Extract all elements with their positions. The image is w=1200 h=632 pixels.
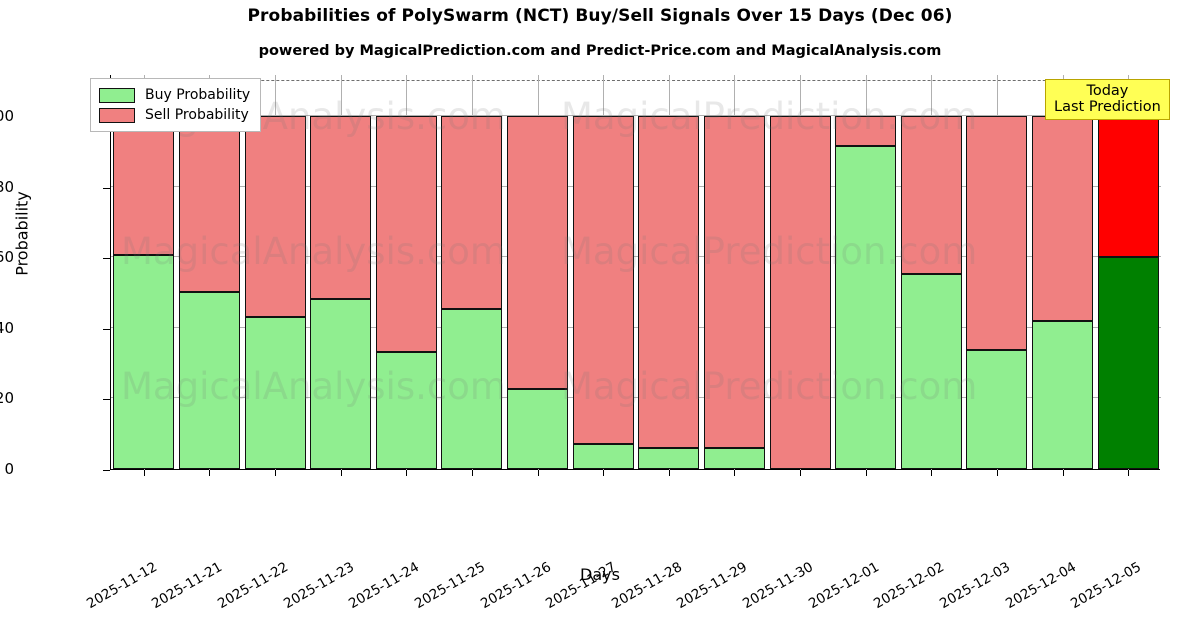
x-tick-mark xyxy=(669,470,670,476)
legend-swatch-sell xyxy=(99,107,135,123)
bar-group[interactable] xyxy=(835,74,897,469)
bar-segment-sell[interactable] xyxy=(1032,116,1094,321)
chart-subtitle: powered by MagicalPrediction.com and Pre… xyxy=(258,43,942,59)
bar-group[interactable] xyxy=(375,74,437,469)
today-annotation-line2: Last Prediction xyxy=(1054,99,1161,116)
bar-segment-sell[interactable] xyxy=(1097,116,1159,257)
x-tick-mark xyxy=(800,470,801,476)
y-tick-label: 80 xyxy=(0,177,14,196)
y-tick-mark xyxy=(103,258,110,260)
x-tick-mark xyxy=(1063,470,1064,476)
bar-segment-buy[interactable] xyxy=(1097,256,1159,469)
bar-segment-sell[interactable] xyxy=(703,116,765,448)
y-axis-label: Probability xyxy=(12,191,32,276)
x-tick-mark xyxy=(538,470,539,476)
bar-segment-sell[interactable] xyxy=(638,116,700,448)
gridline-horizontal xyxy=(111,397,1161,399)
y-tick-label: 0 xyxy=(4,460,14,478)
bar-group-today[interactable] xyxy=(1097,74,1159,469)
bar-segment-buy[interactable] xyxy=(244,317,306,469)
legend-label-buy: Buy Probability xyxy=(145,87,251,103)
bar-group[interactable] xyxy=(966,74,1028,469)
x-tick-mark xyxy=(144,470,145,476)
y-tick-mark xyxy=(103,470,110,471)
bar-segment-sell[interactable] xyxy=(966,116,1028,351)
bar-group[interactable] xyxy=(441,74,503,469)
bar-group[interactable] xyxy=(769,74,831,469)
y-tick-label: 60 xyxy=(0,248,14,267)
bar-segment-sell[interactable] xyxy=(178,116,240,292)
bar-segment-buy[interactable] xyxy=(441,308,503,469)
bar-segment-buy[interactable] xyxy=(572,443,634,469)
legend-swatch-buy xyxy=(99,87,135,103)
gridline-horizontal xyxy=(111,185,1161,187)
bar-segment-buy[interactable] xyxy=(375,351,437,469)
today-annotation-line1: Today xyxy=(1086,83,1129,99)
x-tick-mark xyxy=(341,470,342,476)
x-tick-mark xyxy=(997,470,998,476)
chart-legend: Buy Probability Sell Probability xyxy=(90,78,262,132)
bar-segment-buy[interactable] xyxy=(703,447,765,469)
bar-group[interactable] xyxy=(638,74,700,469)
bar-group[interactable] xyxy=(900,74,962,469)
bar-group[interactable] xyxy=(507,74,569,469)
x-tick-mark xyxy=(406,470,407,476)
today-annotation: Today Last Prediction xyxy=(1045,79,1170,121)
bar-segment-buy[interactable] xyxy=(507,388,569,469)
gridline-horizontal xyxy=(111,326,1161,328)
legend-item-sell: Sell Probability xyxy=(99,105,250,125)
bar-segment-sell[interactable] xyxy=(507,116,569,389)
legend-item-buy: Buy Probability xyxy=(99,85,250,105)
x-tick-mark xyxy=(472,470,473,476)
bar-segment-buy[interactable] xyxy=(638,447,700,469)
bar-segment-buy[interactable] xyxy=(178,291,240,469)
bar-segment-sell[interactable] xyxy=(375,116,437,352)
bar-segment-sell[interactable] xyxy=(835,116,897,146)
gridline-horizontal xyxy=(111,115,1161,117)
bar-segment-buy[interactable] xyxy=(1032,320,1094,469)
threshold-dashed-line xyxy=(111,80,1161,82)
bar-segment-buy[interactable] xyxy=(966,350,1028,469)
bar-segment-buy[interactable] xyxy=(113,255,175,469)
x-tick-mark xyxy=(931,470,932,476)
x-tick-mark xyxy=(866,470,867,476)
gridline-horizontal xyxy=(111,256,1161,258)
bar-group[interactable] xyxy=(244,74,306,469)
bar-segment-buy[interactable] xyxy=(835,145,897,469)
x-tick-mark xyxy=(275,470,276,476)
bar-group[interactable] xyxy=(310,74,372,469)
plot-area: MagicalAnalysis.comMagicalPrediction.com… xyxy=(84,74,1161,612)
y-tick-mark xyxy=(103,328,110,330)
x-tick-mark xyxy=(603,470,604,476)
bar-group[interactable] xyxy=(572,74,634,469)
bar-group[interactable] xyxy=(1032,74,1094,469)
bar-group[interactable] xyxy=(113,74,175,469)
bar-segment-sell[interactable] xyxy=(244,116,306,317)
bar-group[interactable] xyxy=(178,74,240,469)
bar-segment-sell[interactable] xyxy=(900,116,962,274)
y-tick-label: 40 xyxy=(0,318,14,337)
y-tick-mark xyxy=(103,187,110,189)
chart-figure: Probabilities of PolySwarm (NCT) Buy/Sel… xyxy=(0,6,1170,612)
x-tick-mark xyxy=(209,470,210,476)
bar-segment-buy[interactable] xyxy=(900,273,962,469)
y-tick-mark xyxy=(103,399,110,401)
bar-segment-sell[interactable] xyxy=(572,116,634,444)
bar-segment-buy[interactable] xyxy=(310,299,372,469)
bar-segment-sell[interactable] xyxy=(441,116,503,309)
y-tick-label: 100 xyxy=(0,107,14,126)
bar-segment-sell[interactable] xyxy=(769,116,831,469)
x-tick-mark xyxy=(734,470,735,476)
bar-segment-sell[interactable] xyxy=(113,116,175,256)
x-tick-mark xyxy=(1128,470,1129,476)
chart-title: Probabilities of PolySwarm (NCT) Buy/Sel… xyxy=(247,6,953,26)
bar-segment-sell[interactable] xyxy=(310,116,372,300)
x-axis-label: Days xyxy=(580,565,620,584)
legend-label-sell: Sell Probability xyxy=(145,107,249,123)
y-tick-label: 20 xyxy=(0,389,14,408)
bar-group[interactable] xyxy=(703,74,765,469)
